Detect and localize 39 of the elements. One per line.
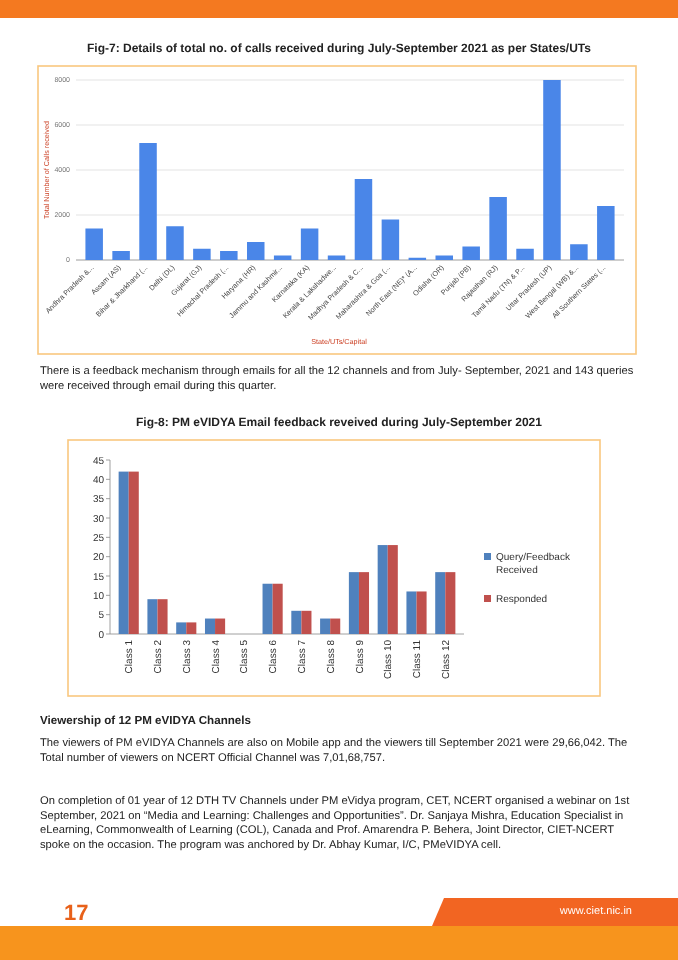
bar xyxy=(186,622,197,634)
bar xyxy=(128,471,139,634)
bar xyxy=(262,583,273,634)
bar xyxy=(220,251,238,260)
bar xyxy=(204,618,216,634)
bar xyxy=(139,143,157,260)
text: 17 xyxy=(64,902,89,926)
bar xyxy=(354,179,373,260)
bar xyxy=(320,618,331,634)
bar xyxy=(358,572,370,634)
bar xyxy=(157,599,168,634)
bar xyxy=(348,572,359,634)
bar xyxy=(489,197,507,260)
bar xyxy=(215,618,226,634)
bar xyxy=(377,545,388,634)
bar xyxy=(330,618,341,634)
bar xyxy=(166,226,184,260)
bar xyxy=(462,246,480,260)
bar xyxy=(445,572,456,634)
bar xyxy=(193,248,211,260)
bar xyxy=(176,622,187,634)
bar xyxy=(516,248,534,260)
bar xyxy=(300,228,319,260)
bar xyxy=(85,228,103,260)
bar xyxy=(247,242,265,260)
bar xyxy=(118,471,129,634)
bar xyxy=(570,244,588,260)
bar xyxy=(387,545,398,634)
bar xyxy=(416,591,427,634)
bar xyxy=(112,251,130,260)
bar xyxy=(406,591,417,634)
bar xyxy=(301,610,312,634)
bar xyxy=(291,610,302,634)
bar xyxy=(543,80,561,260)
bar xyxy=(597,206,615,260)
bar xyxy=(381,219,400,260)
bar xyxy=(147,599,158,634)
bar xyxy=(272,583,283,634)
bar xyxy=(435,572,446,634)
